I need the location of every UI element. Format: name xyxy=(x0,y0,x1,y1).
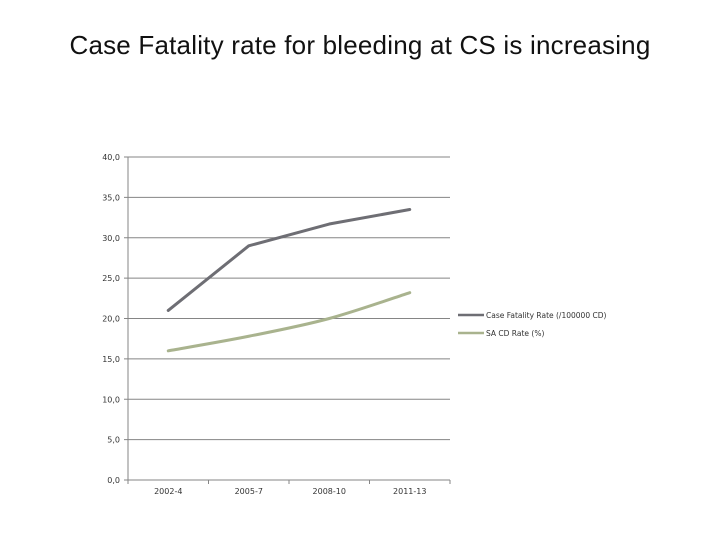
y-tick-label: 15,0 xyxy=(102,355,120,364)
y-tick-label: 40,0 xyxy=(102,153,120,162)
data-point xyxy=(408,208,411,211)
y-tick-label: 35,0 xyxy=(102,193,120,202)
y-tick-label: 20,0 xyxy=(102,315,120,324)
data-point xyxy=(167,349,170,352)
data-point xyxy=(408,291,411,294)
x-axis-ticks: 2002-4 2005-7 2008-10 2011-13 xyxy=(154,487,426,496)
x-tick-label: 2008-10 xyxy=(313,487,346,496)
x-tick-label: 2011-13 xyxy=(393,487,426,496)
series-lines xyxy=(166,207,412,353)
series-line-2 xyxy=(166,291,412,353)
data-point xyxy=(247,335,250,338)
data-point xyxy=(328,222,331,226)
y-tick-label: 30,0 xyxy=(102,234,120,243)
y-tick-label: 10,0 xyxy=(102,395,120,404)
data-point xyxy=(167,309,170,312)
gridlines xyxy=(124,156,450,481)
legend-label: Case Fatality Rate (/100000 CD) xyxy=(486,311,606,320)
series-line-1 xyxy=(166,207,412,312)
x-tick-label: 2002-4 xyxy=(154,487,182,496)
y-tick-label: 25,0 xyxy=(102,274,120,283)
y-tick-label: 0,0 xyxy=(107,476,120,485)
y-tick-label: 5,0 xyxy=(107,436,120,445)
x-tick-label: 2005-7 xyxy=(235,487,263,496)
slide-title: Case Fatality rate for bleeding at CS is… xyxy=(69,30,651,60)
legend: Case Fatality Rate (/100000 CD) SA CD Rat… xyxy=(458,311,606,338)
legend-label: SA CD Rate (%) xyxy=(486,329,544,338)
data-point xyxy=(328,317,331,320)
y-axis-ticks: 0,0 5,0 10,0 15,0 20,0 25,0 30,0 35,0 40,0 xyxy=(102,153,120,485)
data-point xyxy=(247,244,250,248)
axes xyxy=(127,157,451,484)
